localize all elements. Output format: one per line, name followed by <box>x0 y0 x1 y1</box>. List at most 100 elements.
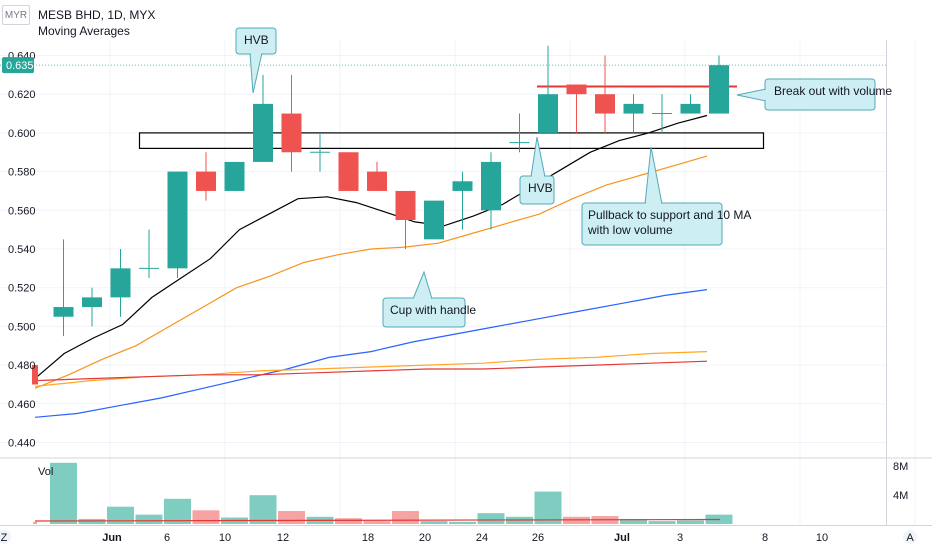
zoom-reset-icon <box>0 530 11 544</box>
price-tick-label: 0.600 <box>8 128 36 140</box>
candle-body <box>452 181 473 191</box>
candle-body <box>32 365 38 385</box>
time-tick-label: 6 <box>164 532 170 544</box>
ma-line-orange <box>34 155 708 389</box>
symbol-title[interactable]: MESB BHD, 1D, MYX <box>38 8 156 22</box>
pullback-callout-text: with low volume <box>587 223 673 237</box>
volume-bar <box>648 521 676 524</box>
volume-bars <box>33 462 733 524</box>
candle-body <box>196 171 216 191</box>
axes: 0.6400.6200.6000.5800.5600.5400.5200.500… <box>0 51 917 544</box>
price-tick-label: 0.620 <box>8 89 36 101</box>
candle-body <box>110 268 131 298</box>
volume-label[interactable]: Vol <box>38 466 54 478</box>
auto-scale-icon <box>903 530 917 544</box>
volume-bar <box>164 498 191 524</box>
candle-body <box>566 84 587 95</box>
cup-callout-pointer <box>412 270 433 300</box>
auto-scale-icon-label: A <box>906 532 914 544</box>
callouts: HVB HVB Break out with volume Pullback to s… <box>235 27 892 328</box>
time-tick-label: 10 <box>219 532 231 544</box>
price-tick-label: 0.500 <box>8 321 36 333</box>
candle-body <box>167 171 188 269</box>
volume-scale-label: 4M <box>893 490 908 502</box>
hvb-bottom-callout-text: HVB <box>528 181 553 195</box>
candle-body <box>281 113 302 153</box>
candle-body <box>395 190 416 220</box>
candle-body <box>595 94 615 114</box>
pullback-callout-text: Pullback to support and 10 MA <box>588 208 751 222</box>
price-tick-label: 0.580 <box>8 167 36 179</box>
volume-bar <box>449 521 476 524</box>
volume-bar <box>107 506 134 524</box>
breakout-callout: Break out with volume <box>736 78 892 111</box>
breakout-callout-text: Break out with volume <box>774 84 892 98</box>
time-tick-label: 26 <box>532 532 544 544</box>
candles <box>32 45 729 385</box>
ma-line-yellow <box>34 351 708 387</box>
volume-bar <box>677 520 704 524</box>
volume-bar <box>50 462 77 524</box>
drawings <box>138 85 765 149</box>
volume-bar <box>78 518 106 524</box>
time-tick-label: Jul <box>614 532 630 544</box>
volume-ma-line <box>34 518 721 522</box>
volume-bar <box>420 521 448 524</box>
indicator-title[interactable]: Moving Averages <box>38 24 130 38</box>
volume-bar <box>534 491 562 524</box>
hvb-top-callout-text: HVB <box>244 33 269 47</box>
ma-line-black <box>34 114 708 380</box>
candle-body <box>253 103 273 162</box>
volume-bar <box>335 518 362 524</box>
candle-body <box>680 103 701 114</box>
time-tick-label: 10 <box>816 532 828 544</box>
volume-bar <box>620 518 647 524</box>
candle-body <box>224 161 245 191</box>
candle-body <box>367 171 387 191</box>
hvb-bottom-callout: HVB <box>519 136 555 205</box>
volume-bar <box>278 511 305 524</box>
price-tick-label: 0.460 <box>8 399 36 411</box>
pullback-callout-pointer <box>644 146 663 205</box>
hvb-bottom-callout-pointer <box>530 136 546 178</box>
volume-bar <box>477 513 505 524</box>
candle-body <box>424 200 444 240</box>
volume-bar <box>392 511 419 524</box>
volume-bar <box>363 521 391 524</box>
price-tick-label: 0.440 <box>8 438 36 450</box>
support-zone-rect <box>138 132 765 149</box>
chart-header: MYR MESB BHD, 1D, MYX Moving Averages <box>0 0 400 40</box>
last-price-tag <box>2 57 34 74</box>
price-tick-label: 0.540 <box>8 244 36 256</box>
time-tick-label: 8 <box>762 532 768 544</box>
hvb-top-callout: HVB <box>235 27 277 94</box>
volume-bar <box>192 510 220 524</box>
zoom-reset-icon-label: Z <box>1 532 8 544</box>
candle-body <box>538 94 558 133</box>
candle-body <box>481 161 501 211</box>
ma-line-red <box>34 360 708 382</box>
candle-body <box>82 297 102 308</box>
price-tick-label: 0.560 <box>8 205 36 217</box>
cup-callout: Cup with handle <box>382 270 476 328</box>
last-price-label: 0.635 <box>6 60 34 72</box>
price-tick-label: 0.480 <box>8 360 36 372</box>
candle-body <box>623 103 644 114</box>
grid <box>0 40 932 526</box>
volume-bar <box>33 521 37 524</box>
currency-badge[interactable]: MYR <box>2 5 30 25</box>
candle-body <box>338 152 359 191</box>
time-tick-label: 18 <box>362 532 374 544</box>
ma-line-blue <box>34 289 708 418</box>
candle-body <box>709 65 729 114</box>
volume-bar <box>135 514 163 524</box>
time-tick-label: 24 <box>476 532 488 544</box>
volume-bar <box>249 495 277 524</box>
time-tick-label: Jun <box>102 532 122 544</box>
time-tick-label: 20 <box>419 532 431 544</box>
hvb-top-callout-pointer <box>249 52 263 94</box>
price-tick-label: 0.520 <box>8 283 36 295</box>
candle-body <box>53 307 74 317</box>
